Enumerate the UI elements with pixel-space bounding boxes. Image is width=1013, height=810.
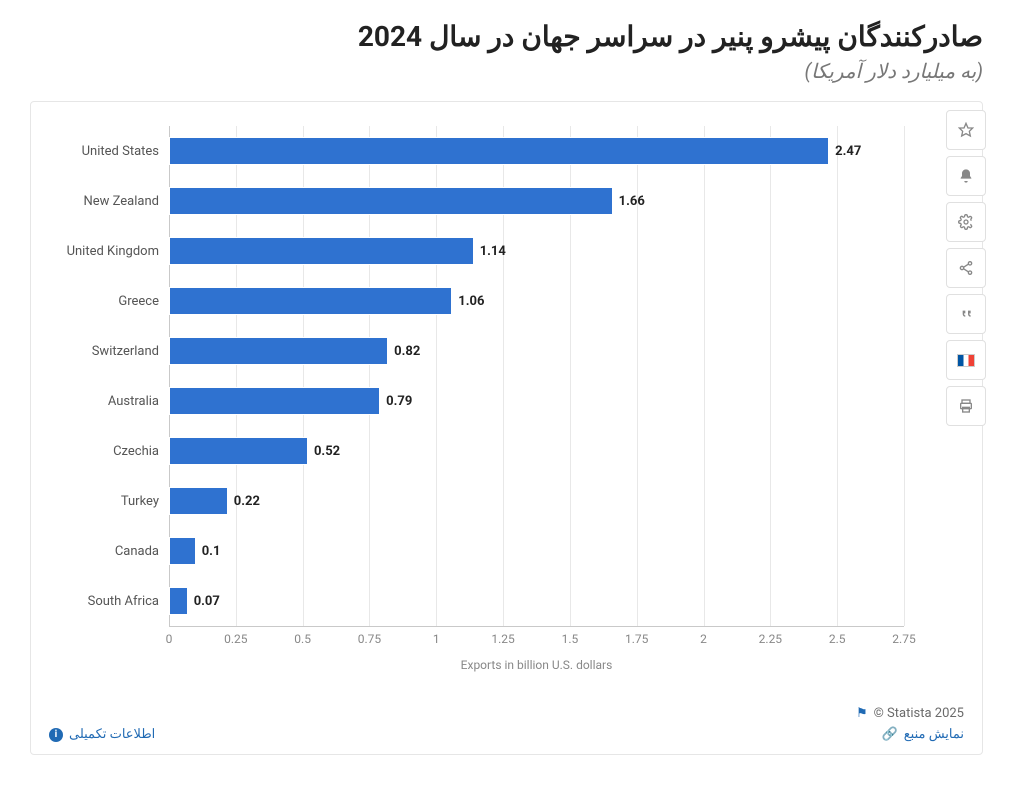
chart-footer: © Statista 2025 ⚑: [49, 706, 964, 721]
info-icon: i: [49, 728, 63, 742]
x-tick-label: 0.5: [294, 632, 311, 646]
bar-row: 0.1: [169, 526, 904, 576]
bar-value-label: 1.66: [619, 194, 645, 209]
bar[interactable]: [169, 537, 196, 565]
bar-row: 0.07: [169, 576, 904, 626]
bar[interactable]: [169, 137, 829, 165]
y-axis-label: United Kingdom: [49, 226, 169, 276]
y-axis-labels: United StatesNew ZealandUnited KingdomGr…: [49, 126, 169, 626]
y-axis-label: New Zealand: [49, 176, 169, 226]
plot-area: 2.47 1.66 1.14 1.06 0.82 0.79 0.52 0.22 0.1 0.07: [169, 126, 904, 626]
bar[interactable]: [169, 337, 388, 365]
y-axis-label: Czechia: [49, 426, 169, 476]
bar-value-label: 0.79: [386, 394, 412, 409]
bar-row: 1.66: [169, 176, 904, 226]
y-axis-label: United States: [49, 126, 169, 176]
show-source-label: نمایش منبع: [904, 727, 964, 742]
x-tick-label: 0.75: [358, 632, 381, 646]
y-axis-label: Turkey: [49, 476, 169, 526]
bar-value-label: 0.22: [234, 494, 260, 509]
bar-row: 1.14: [169, 226, 904, 276]
show-source-link[interactable]: نمایش منبع 🔗: [882, 727, 964, 742]
x-tick-label: 0: [166, 632, 173, 646]
bar-value-label: 0.52: [314, 444, 340, 459]
bar[interactable]: [169, 487, 228, 515]
bar-row: 0.82: [169, 326, 904, 376]
bar-row: 0.22: [169, 476, 904, 526]
y-axis-label: Australia: [49, 376, 169, 426]
bar[interactable]: [169, 587, 188, 615]
bar[interactable]: [169, 387, 380, 415]
bar[interactable]: [169, 287, 452, 315]
link-icon: 🔗: [882, 727, 898, 742]
bar[interactable]: [169, 437, 308, 465]
bar-row: 2.47: [169, 126, 904, 176]
side-toolbar: [946, 110, 986, 426]
bar-row: 0.79: [169, 376, 904, 426]
flag-fr-icon[interactable]: [946, 340, 986, 380]
flag-fr: [957, 354, 975, 367]
x-axis-label: Exports in billion U.S. dollars: [169, 658, 904, 672]
x-tick-label: 1.75: [625, 632, 648, 646]
bars-group: 2.47 1.66 1.14 1.06 0.82 0.79 0.52 0.22 0.1 0.07: [169, 126, 904, 626]
y-axis-label: Greece: [49, 276, 169, 326]
star-icon[interactable]: [946, 110, 986, 150]
x-tick-label: 1: [433, 632, 440, 646]
page-title: صادرکنندگان پیشرو پنیر در سراسر جهان در …: [30, 20, 983, 53]
bar-value-label: 0.82: [394, 344, 420, 359]
bell-icon[interactable]: [946, 156, 986, 196]
x-tick-label: 0.25: [224, 632, 247, 646]
bar-value-label: 1.06: [458, 294, 484, 309]
y-axis-label: Canada: [49, 526, 169, 576]
bar-row: 1.06: [169, 276, 904, 326]
chart-container: United StatesNew ZealandUnited KingdomGr…: [30, 101, 983, 755]
share-icon[interactable]: [946, 248, 986, 288]
bar-value-label: 0.07: [194, 594, 220, 609]
supplementary-label: اطلاعات تکمیلی: [69, 727, 155, 742]
bar-row: 0.52: [169, 426, 904, 476]
x-tick-label: 2.75: [892, 632, 915, 646]
gridline: [904, 126, 905, 626]
bar[interactable]: [169, 237, 474, 265]
x-tick-label: 2.25: [759, 632, 782, 646]
flag-icon: ⚑: [856, 706, 868, 721]
copyright-text: © Statista 2025: [874, 706, 964, 721]
bar-value-label: 0.1: [202, 544, 221, 559]
y-axis-label: Switzerland: [49, 326, 169, 376]
x-tick-label: 1.5: [562, 632, 579, 646]
quote-icon[interactable]: [946, 294, 986, 334]
bar-value-label: 2.47: [835, 144, 861, 159]
bar[interactable]: [169, 187, 613, 215]
bar-value-label: 1.14: [480, 244, 506, 259]
x-tick-label: 1.25: [491, 632, 514, 646]
page-subtitle: (به میلیارد دلار آمریکا): [30, 59, 983, 83]
gear-icon[interactable]: [946, 202, 986, 242]
print-icon[interactable]: [946, 386, 986, 426]
supplementary-info-link[interactable]: اطلاعات تکمیلی i: [49, 727, 155, 742]
x-tick-label: 2: [700, 632, 707, 646]
y-axis-label: South Africa: [49, 576, 169, 626]
x-tick-label: 2.5: [829, 632, 846, 646]
